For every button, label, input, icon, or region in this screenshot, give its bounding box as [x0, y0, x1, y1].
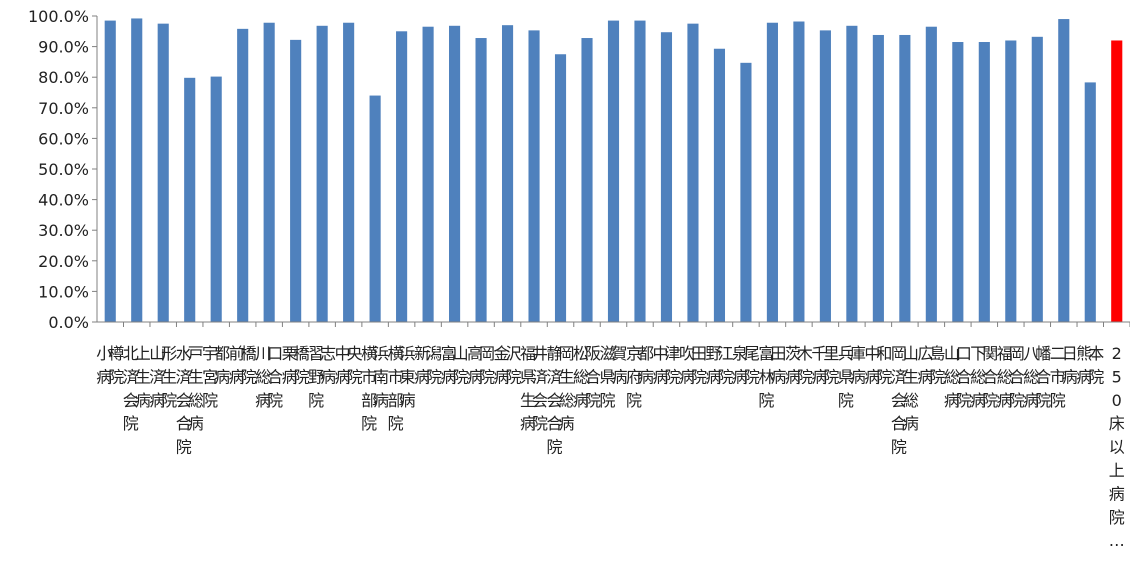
x-tick-label: 広島病院 — [917, 344, 945, 386]
bar — [1111, 40, 1123, 322]
bar — [184, 77, 196, 322]
bar — [740, 62, 752, 322]
x-tick-label: 小樽病院 — [96, 344, 124, 386]
bar — [343, 22, 355, 322]
x-tick-label: 八幡総合病院 — [1023, 344, 1051, 410]
bar — [634, 20, 646, 323]
y-tick-label: 70.0% — [38, 99, 89, 118]
bar — [316, 25, 328, 322]
bar — [210, 76, 222, 322]
x-tick-label: 北上済生会病院 — [123, 344, 151, 433]
x-tick-label: 水戸済生会総合病院 — [176, 344, 204, 457]
x-tick-label: 新潟病院 — [414, 344, 442, 386]
x-tick-label: 下関総合病院 — [970, 344, 998, 410]
x-tick-label: 富山病院 — [441, 344, 469, 386]
x-tick-label: 中央病院 — [335, 344, 363, 386]
y-tick-label: 30.0% — [38, 221, 89, 240]
x-tick-label: 福井県済生会病院 — [520, 344, 548, 433]
y-tick-label: 80.0% — [38, 68, 89, 87]
y-tick-label: 0.0% — [48, 313, 89, 332]
y-tick-label: 100.0% — [28, 7, 89, 26]
x-tick-label: 静岡済生会総合病院 — [547, 344, 575, 457]
y-tick-label: 20.0% — [38, 252, 89, 271]
bar — [952, 42, 964, 322]
bar — [925, 26, 937, 323]
y-tick-label: 50.0% — [38, 160, 89, 179]
x-tick-label: 金沢病院 — [494, 344, 522, 386]
bar — [104, 20, 116, 323]
y-tick-label: 40.0% — [38, 191, 89, 210]
x-tick-label: 栗橋病院 — [282, 344, 310, 386]
bar — [713, 48, 726, 323]
x-tick-label: 岡山済生会総合病院 — [891, 344, 919, 457]
x-tick-label: 習志野病院 — [308, 344, 336, 410]
x-tick-label: 千里病院 — [811, 344, 839, 386]
x-tick-label: 2 5 0 床以上病院… — [1109, 344, 1125, 550]
bar — [554, 54, 567, 322]
x-tick-label: 中和病院 — [864, 344, 892, 386]
x-tick-label: 前橋病院 — [229, 344, 257, 386]
bar — [872, 34, 884, 322]
x-tick-label: 松阪総合病院 — [573, 344, 601, 410]
x-tick-label: 中津病院 — [652, 344, 680, 386]
bars — [104, 18, 1123, 323]
bar — [660, 32, 673, 322]
x-tick-label: 兵庫県病院 — [838, 344, 866, 410]
x-tick-label: 宇都宮病院 — [202, 344, 230, 410]
bar — [978, 42, 990, 322]
y-tick-label: 10.0% — [38, 282, 89, 301]
x-tick-label: 二日市病院 — [1050, 344, 1078, 410]
bar — [237, 28, 249, 322]
x-tick-label: 野江病院 — [705, 344, 733, 386]
x-tick-label: 川口総合病院 — [255, 344, 283, 410]
bar — [369, 95, 381, 322]
x-tick-label: 福岡総合病院 — [997, 344, 1025, 410]
bar — [687, 23, 699, 323]
bar — [899, 34, 911, 322]
bar — [846, 25, 858, 322]
x-tick-label: 茨木病院 — [785, 344, 813, 386]
bar — [475, 38, 487, 322]
bar — [528, 30, 540, 322]
bar — [607, 20, 620, 323]
bar — [1031, 36, 1043, 323]
bar — [766, 22, 778, 322]
bar — [501, 25, 514, 323]
bar — [793, 21, 805, 322]
bar — [581, 38, 593, 322]
bar — [396, 31, 408, 323]
bar — [1058, 19, 1070, 323]
bar — [263, 22, 275, 322]
y-axis: 0.0% 10.0% 20.0% 30.0% 40.0% 50.0% 60.0% 70.0% 8… — [28, 7, 98, 332]
bar — [449, 25, 461, 322]
x-tick-label: 吹田病院 — [679, 344, 707, 386]
y-tick-label: 90.0% — [38, 38, 89, 57]
bar — [131, 18, 143, 322]
bar — [819, 30, 831, 322]
x-tick-label: 泉尾病院 — [732, 344, 760, 386]
y-tick-label: 60.0% — [38, 129, 89, 148]
x-tick-label: 山形済生病院 — [149, 344, 177, 410]
x-tick-label: 高岡病院 — [467, 344, 495, 386]
x-axis: 小樽病院北上済生会病院山形済生病院水戸済生会総合病院宇都宮病院前橋病院川口総合病… — [96, 321, 1130, 550]
x-tick-label: 山口総合病院 — [944, 344, 972, 410]
x-tick-label: 京都府病院 — [626, 344, 654, 410]
bar — [422, 26, 434, 323]
x-tick-label: 富田林病院 — [758, 344, 786, 410]
x-tick-label: 横浜市南部病院 — [361, 344, 389, 433]
bar — [1084, 82, 1096, 323]
bar — [157, 23, 169, 323]
x-tick-label: 横浜市東部病院 — [388, 344, 416, 433]
bar — [290, 39, 302, 323]
x-tick-label: 滋賀県病院 — [599, 344, 627, 410]
x-tick-label: 熊本病院 — [1076, 344, 1104, 386]
bar — [1005, 40, 1017, 322]
